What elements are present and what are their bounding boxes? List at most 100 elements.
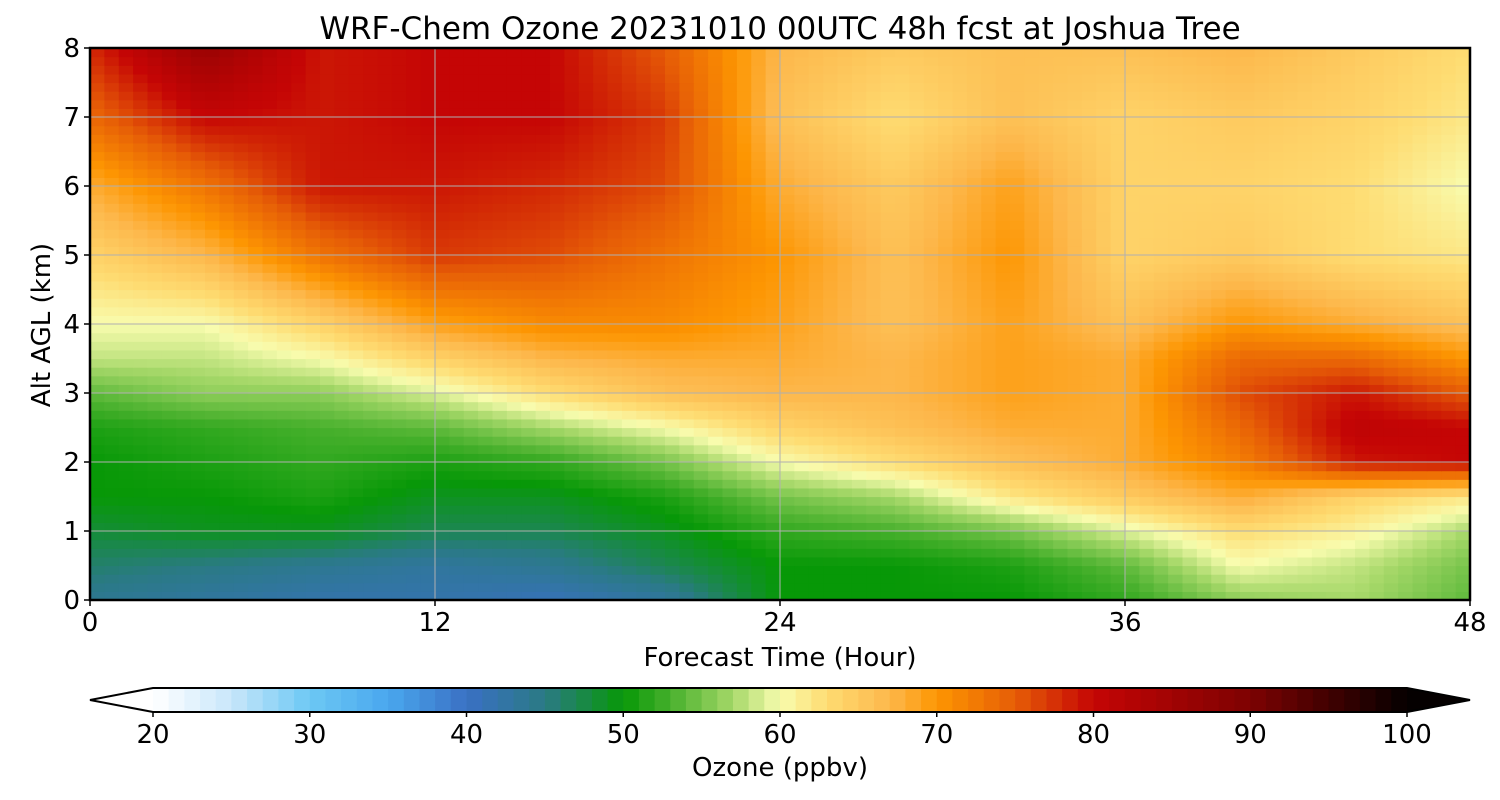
heatmap-cell [147,151,163,161]
heatmap-cell [621,255,637,265]
heatmap-cell [248,315,264,325]
heatmap-cell [1455,237,1470,247]
heatmap-cell [1340,436,1356,446]
heatmap-cell [1441,522,1457,532]
heatmap-cell [463,591,479,600]
heatmap-cell [363,280,379,291]
heatmap-cell [176,289,192,299]
heatmap-cell [751,513,767,523]
heatmap-cell [952,513,968,523]
heatmap-cell [593,255,609,265]
heatmap-cell [363,229,379,239]
heatmap-cell [1196,298,1212,308]
heatmap-cell [679,556,695,567]
heatmap-cell [1240,470,1255,480]
heatmap-cell [866,349,882,360]
heatmap-cell [1412,384,1428,394]
heatmap-cell [1426,531,1442,541]
heatmap-cell [1225,462,1241,472]
heatmap-cell [794,384,810,394]
heatmap-cell [1311,427,1327,437]
heatmap-cell [133,358,149,368]
heatmap-cell [909,186,925,196]
heatmap-cell [161,315,177,325]
heatmap-cell [1340,177,1356,187]
heatmap-cell [391,462,407,472]
heatmap-cell [780,341,795,351]
heatmap-cell [377,160,393,170]
heatmap-cell [578,272,594,282]
heatmap-cell [1297,410,1313,420]
heatmap-cell [1125,168,1140,178]
heatmap-cell [1311,548,1327,558]
heatmap-cell [564,367,580,377]
heatmap-cell [1139,401,1155,411]
heatmap-cell [1297,255,1313,265]
heatmap-cell [90,522,105,532]
heatmap-cell [593,367,609,377]
heatmap-cell [621,324,637,334]
heatmap-cell [219,574,235,584]
heatmap-cell [995,229,1011,239]
heatmap-cell [1369,358,1385,368]
heatmap-cell [248,513,264,523]
heatmap-cell [233,229,249,239]
heatmap-cell [104,315,120,325]
heatmap-cell [665,375,680,385]
heatmap-cell [722,444,738,454]
heatmap-cell [1311,186,1327,196]
heatmap-cell [895,556,910,567]
heatmap-cell [1211,453,1227,463]
heatmap-cell [780,393,795,403]
heatmap-cell [161,332,177,342]
heatmap-cell [205,220,220,230]
heatmap-cell [1355,444,1370,454]
heatmap-cell [262,505,278,515]
heatmap-cell [248,168,264,178]
heatmap-cell [1268,522,1284,532]
heatmap-cell [1053,177,1069,187]
heatmap-cell [751,168,767,178]
heatmap-cell [995,298,1011,308]
heatmap-cell [808,513,824,523]
heatmap-cell [291,574,307,584]
heatmap-cell [1168,436,1184,446]
heatmap-cell [866,470,882,480]
heatmap-cell [118,298,134,308]
heatmap-cell [938,444,954,454]
heatmap-cell [463,332,479,342]
heatmap-cell [363,418,379,429]
heatmap-cell [233,324,249,334]
heatmap-cell [938,479,954,489]
heatmap-cell [1211,582,1227,592]
heatmap-cell [1225,418,1241,429]
heatmap-cell [320,582,335,592]
heatmap-cell [104,470,120,480]
heatmap-cell [391,177,407,187]
heatmap-cell [1254,211,1270,222]
heatmap-cell [521,298,537,308]
heatmap-cell [435,427,450,437]
heatmap-cell [1139,246,1155,256]
heatmap-cell [118,479,134,489]
heatmap-cell [535,255,551,265]
heatmap-cell [895,591,910,600]
heatmap-cell [1398,513,1414,523]
heatmap-cell [1340,582,1356,592]
heatmap-cell [794,470,810,480]
heatmap-cell [909,367,925,377]
heatmap-cell [981,384,997,394]
heatmap-cell [1240,324,1255,334]
heatmap-cell [478,315,494,325]
heatmap-cell [104,453,120,463]
heatmap-cell [1326,151,1342,161]
heatmap-cell [291,229,307,239]
heatmap-cell [463,272,479,282]
heatmap-cell [837,358,853,368]
heatmap-cell [636,298,652,308]
heatmap-cell [133,436,149,446]
heatmap-cell [1125,220,1140,230]
heatmap-cell [1038,522,1054,532]
heatmap-cell [147,522,163,532]
heatmap-cell [535,341,551,351]
